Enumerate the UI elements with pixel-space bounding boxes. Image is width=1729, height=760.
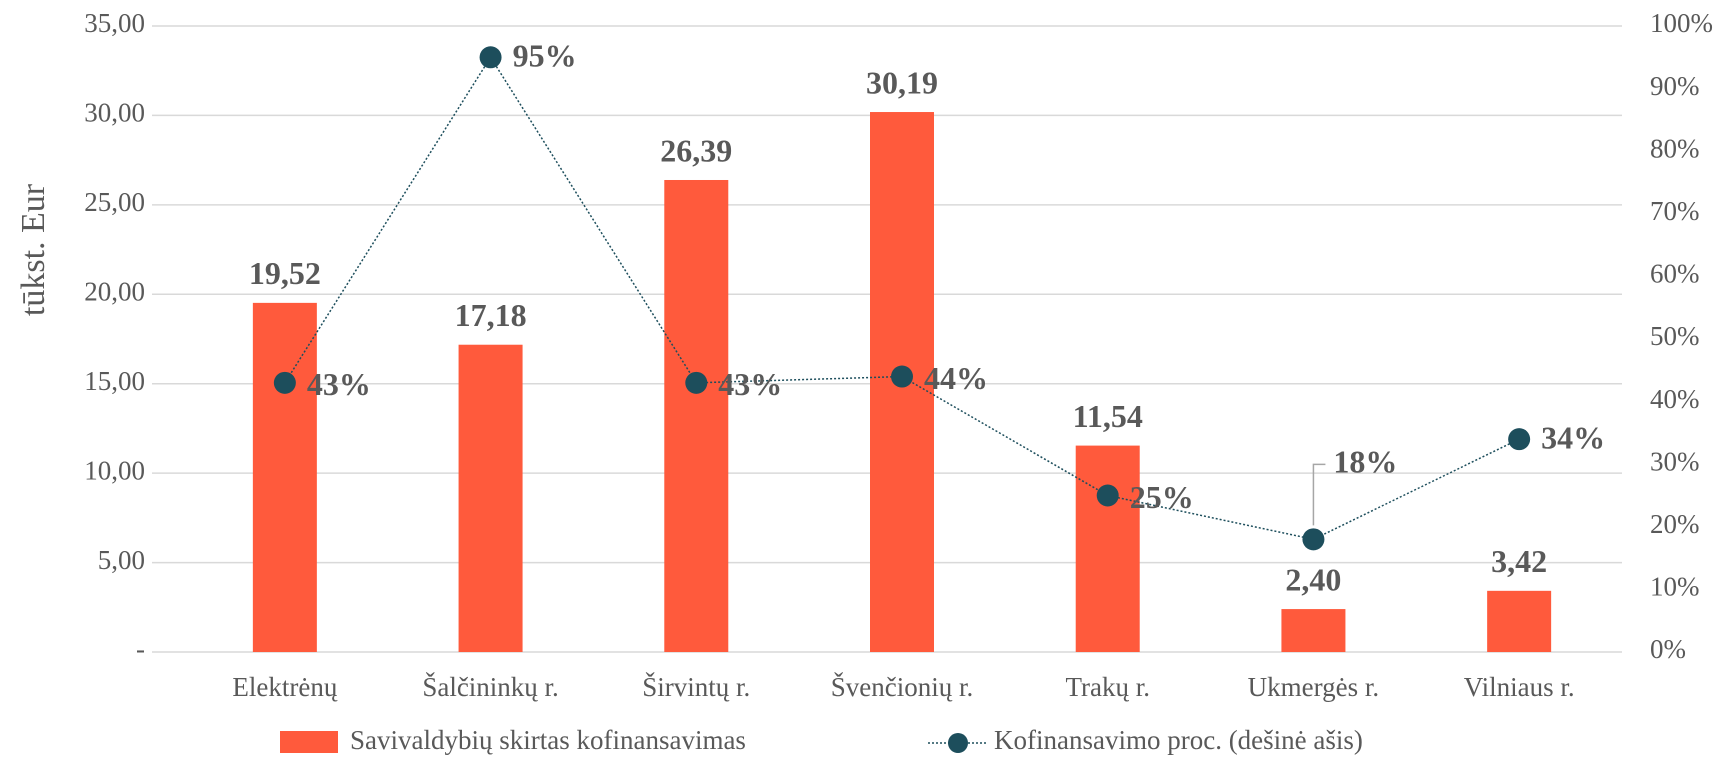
line-marker (891, 365, 913, 388)
y2-tick-label: 30% (1650, 446, 1700, 476)
y-tick-label: 15,00 (84, 366, 145, 396)
y2-tick-label: 20% (1650, 509, 1700, 539)
data-label: 17,18 (455, 297, 527, 333)
x-tick-label: Trakų r. (1065, 672, 1150, 702)
y2-tick-label: 90% (1650, 71, 1700, 101)
data-label: 19,52 (249, 255, 321, 291)
y2-tick-label: 100% (1650, 8, 1713, 38)
y2-tick-label: 60% (1650, 259, 1700, 289)
y2-tick-label: 50% (1650, 321, 1700, 351)
leader-line (1312, 463, 1326, 526)
bar (1075, 445, 1140, 652)
bar (664, 179, 729, 652)
data-label: 34% (1541, 420, 1605, 456)
y-tick-label: 25,00 (84, 187, 145, 217)
bar (1487, 590, 1552, 652)
legend-label: Savivaldybių skirtas kofinansavimas (350, 725, 746, 755)
y-tick-label: 10,00 (84, 455, 145, 485)
x-tick-label: Šalčininkų r. (422, 672, 559, 702)
line-marker (273, 371, 296, 394)
y-tick-label: - (136, 634, 145, 664)
y2-tick-label: 0% (1650, 634, 1686, 664)
legend-swatch (280, 731, 338, 753)
x-tick-label: Elektrėnų (232, 672, 337, 702)
data-label: 11,54 (1073, 398, 1143, 434)
data-label: 44% (924, 360, 988, 396)
data-label: 25% (1130, 479, 1194, 515)
x-tick-label: Švenčionių r. (831, 672, 974, 702)
data-label: 2,40 (1285, 561, 1341, 597)
legend-swatch-marker (948, 733, 968, 753)
y-tick-label: 5,00 (98, 545, 145, 575)
y2-tick-label: 40% (1650, 384, 1700, 414)
line-marker (1508, 428, 1531, 451)
line-marker (685, 371, 708, 394)
y-tick-label: 20,00 (84, 276, 145, 306)
data-label: 18% (1333, 444, 1397, 480)
data-label: 30,19 (866, 64, 938, 100)
y-axis-label: tūkst. Eur (15, 183, 52, 316)
data-label: 26,39 (660, 132, 732, 168)
data-label: 3,42 (1491, 543, 1547, 579)
data-label: 43% (718, 366, 782, 402)
bar (1281, 609, 1346, 652)
line-marker (479, 46, 502, 69)
x-tick-label: Ukmergės r. (1248, 672, 1379, 702)
x-tick-label: Širvintų r. (642, 672, 750, 702)
line-marker (1302, 528, 1325, 551)
x-tick-label: Vilniaus r. (1464, 672, 1575, 702)
data-label: 95% (513, 38, 577, 74)
bar (252, 302, 317, 652)
y-tick-label: 35,00 (84, 8, 145, 38)
y-tick-label: 30,00 (84, 98, 145, 128)
y2-tick-label: 80% (1650, 133, 1700, 163)
legend-label: Kofinansavimo proc. (dešinė ašis) (994, 725, 1363, 755)
data-label: 43% (307, 366, 371, 402)
bar (458, 344, 523, 652)
y2-tick-label: 70% (1650, 196, 1700, 226)
line-marker (1096, 484, 1119, 507)
y2-tick-label: 10% (1650, 572, 1700, 602)
